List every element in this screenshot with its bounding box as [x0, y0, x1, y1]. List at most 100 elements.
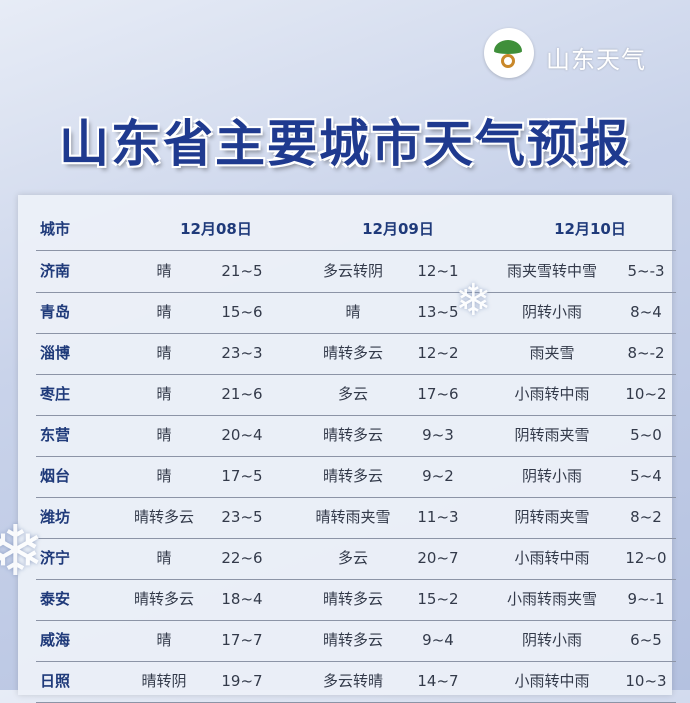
temperature-cell: 6~5	[630, 631, 662, 649]
leaf-icon	[494, 40, 522, 54]
temperature-cell: 12~2	[417, 344, 459, 362]
header-city: 城市	[40, 220, 71, 238]
weather-cell: 晴转雨夹雪	[315, 508, 391, 526]
city-cell: 威海	[40, 631, 71, 649]
table-row: 青岛 晴 15~6 晴 13~5 阴转小雨 8~4	[36, 292, 676, 334]
weather-cell: 雨夹雪转中雪	[506, 262, 597, 280]
city-cell: 日照	[40, 672, 71, 690]
temperature-cell: 9~3	[422, 426, 454, 444]
city-cell: 青岛	[40, 303, 71, 321]
weather-cell: 晴转多云	[322, 631, 383, 649]
temperature-cell: 11~3	[417, 508, 459, 526]
temperature-cell: 9~2	[422, 467, 454, 485]
table-row: 日照 晴转阴 19~7 多云转晴 14~7 小雨转中雨 10~3	[36, 661, 676, 703]
weather-cell: 阴转小雨	[521, 467, 582, 485]
table-row: 淄博 晴 23~3 晴转多云 12~2 雨夹雪 8~-2	[36, 333, 676, 375]
snowflake-icon: ❄	[0, 510, 45, 592]
shandong-weather-logo	[484, 28, 534, 78]
city-cell: 济南	[40, 262, 71, 280]
weather-cell: 晴转多云	[133, 590, 194, 608]
weather-cell: 晴	[156, 303, 172, 321]
temperature-cell: 23~3	[221, 344, 263, 362]
city-cell: 淄博	[40, 344, 71, 362]
weather-cell: 阴转雨夹雪	[514, 508, 590, 526]
weather-cell: 小雨转雨夹雪	[506, 590, 597, 608]
weather-cell: 晴转阴	[141, 672, 187, 690]
temperature-cell: 9~4	[422, 631, 454, 649]
weather-cell: 小雨转中雨	[514, 385, 590, 403]
weather-cell: 晴转多云	[322, 344, 383, 362]
city-cell: 潍坊	[40, 508, 71, 526]
temperature-cell: 13~5	[417, 303, 459, 321]
weather-cell: 晴转多云	[133, 508, 194, 526]
temperature-cell: 17~6	[417, 385, 459, 403]
weather-cell: 阴转小雨	[521, 303, 582, 321]
city-cell: 东营	[40, 426, 71, 444]
table-row: 济南 晴 21~5 多云转阴 12~1 雨夹雪转中雪 5~-3	[36, 251, 676, 293]
table-row: 济宁 晴 22~6 多云 20~7 小雨转中雨 12~0	[36, 538, 676, 580]
city-cell: 济宁	[40, 549, 71, 567]
weather-cell: 雨夹雪	[529, 344, 575, 362]
snowflake-icon: ❄	[455, 275, 492, 326]
weather-cell: 多云转阴	[322, 262, 383, 280]
weather-cell: 晴转多云	[322, 426, 383, 444]
temperature-cell: 22~6	[221, 549, 263, 567]
city-cell: 枣庄	[40, 385, 71, 403]
weather-cell: 晴转多云	[322, 467, 383, 485]
temperature-cell: 20~4	[221, 426, 263, 444]
temperature-cell: 18~4	[221, 590, 263, 608]
table-header: 城市 12月08日 12月09日 12月10日	[36, 209, 676, 251]
forecast-table: 城市 12月08日 12月09日 12月10日 济南晴 21~5 多云转阴 12~1 雨…	[18, 195, 676, 703]
table-row: 烟台 晴 17~5 晴转多云 9~2 阴转小雨 5~4	[36, 456, 676, 498]
temperature-cell: 9~-1	[627, 590, 665, 608]
weather-cell: 晴	[156, 385, 172, 403]
temperature-cell: 12~1	[417, 262, 459, 280]
temperature-cell: 10~3	[625, 672, 667, 690]
weather-cell: 晴	[156, 262, 172, 280]
temperature-cell: 5~0	[630, 426, 662, 444]
swirl-icon	[501, 54, 515, 68]
temperature-cell: 5~-3	[627, 262, 665, 280]
temperature-cell: 17~7	[221, 631, 263, 649]
weather-cell: 阴转小雨	[521, 631, 582, 649]
weather-cell: 晴	[156, 426, 172, 444]
temperature-cell: 8~4	[630, 303, 662, 321]
temperature-cell: 8~2	[630, 508, 662, 526]
city-cell: 泰安	[40, 590, 71, 608]
weather-cell: 小雨转中雨	[514, 672, 590, 690]
weather-cell: 小雨转中雨	[514, 549, 590, 567]
weather-cell: 多云	[337, 549, 368, 567]
temperature-cell: 20~7	[417, 549, 459, 567]
weather-cell: 多云	[337, 385, 368, 403]
table-row: 泰安 晴转多云 18~4 晴转多云 15~2 小雨转雨夹雪 9~-1	[36, 579, 676, 621]
temperature-cell: 5~4	[630, 467, 662, 485]
table-row: 潍坊 晴转多云 23~5 晴转雨夹雪 11~3 阴转雨夹雪 8~2	[36, 497, 676, 539]
temperature-cell: 10~2	[625, 385, 667, 403]
table-row: 威海 晴 17~7 晴转多云 9~4 阴转小雨 6~5	[36, 620, 676, 662]
city-cell: 烟台	[40, 467, 71, 485]
weather-cell: 晴	[156, 344, 172, 362]
header-date-3: 12月10日	[554, 220, 626, 238]
temperature-cell: 21~5	[221, 262, 263, 280]
temperature-cell: 17~5	[221, 467, 263, 485]
temperature-cell: 8~-2	[627, 344, 665, 362]
weather-cell: 晴转多云	[322, 590, 383, 608]
weather-cell: 多云转晴	[322, 672, 383, 690]
temperature-cell: 23~5	[221, 508, 263, 526]
temperature-cell: 21~6	[221, 385, 263, 403]
temperature-cell: 12~0	[625, 549, 667, 567]
temperature-cell: 14~7	[417, 672, 459, 690]
temperature-cell: 19~7	[221, 672, 263, 690]
weather-cell: 阴转雨夹雪	[514, 426, 590, 444]
page-title: 山东省主要城市天气预报	[59, 115, 631, 173]
temperature-cell: 15~6	[221, 303, 263, 321]
weather-cell: 晴	[345, 303, 361, 321]
temperature-cell: 15~2	[417, 590, 459, 608]
weather-cell: 晴	[156, 549, 172, 567]
table-row: 枣庄 晴 21~6 多云 17~6 小雨转中雨 10~2	[36, 374, 676, 416]
weather-cell: 晴	[156, 631, 172, 649]
table-row: 东营 晴 20~4 晴转多云 9~3 阴转雨夹雪 5~0	[36, 415, 676, 457]
brand-name: 山东天气	[546, 46, 646, 74]
weather-cell: 晴	[156, 467, 172, 485]
header-date-1: 12月08日	[180, 220, 252, 238]
